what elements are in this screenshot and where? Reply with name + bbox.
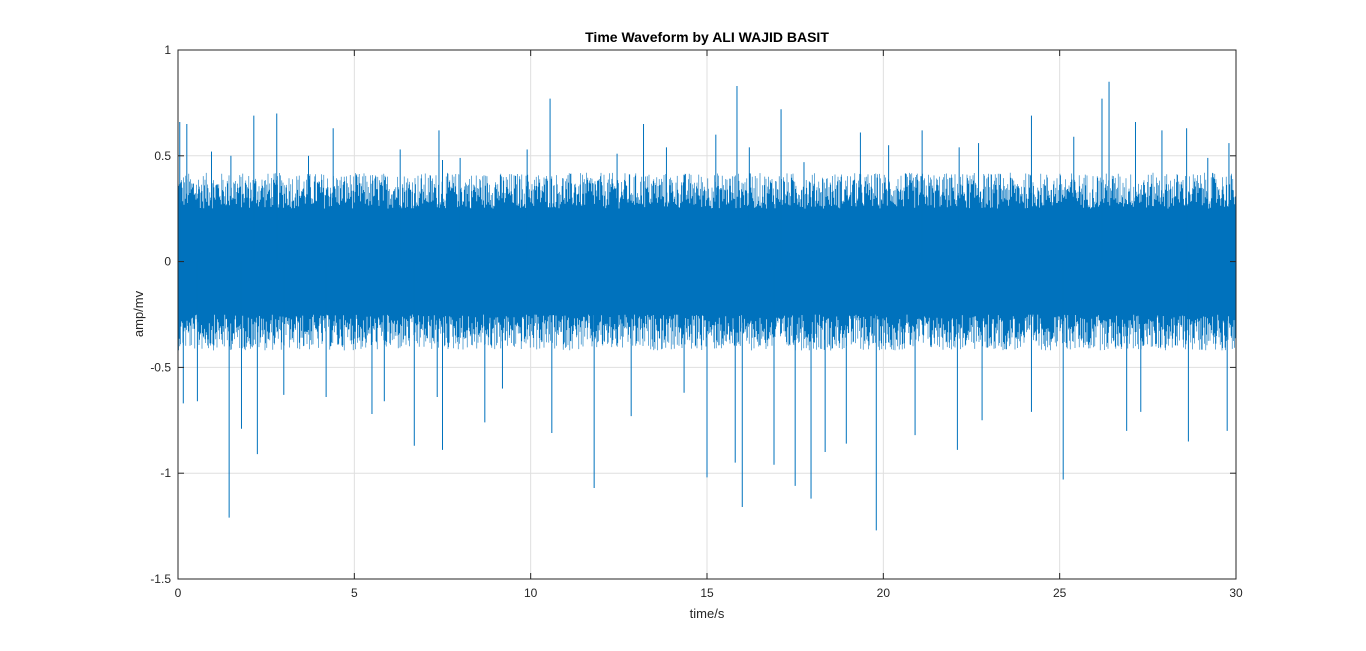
y-axis-label: amp/mv	[131, 290, 146, 337]
y-tick-label: -0.5	[150, 360, 171, 374]
axes-box	[177, 49, 1237, 580]
y-tick-label: -1.5	[150, 572, 171, 586]
tick-labels: 0 5 10 15 20 25 30 -1.5 -1 -0.5 0 0.5 1	[150, 43, 1243, 600]
waveform-texture	[178, 172, 1236, 351]
y-tick-label: -1	[160, 466, 171, 480]
y-tick-label: 0	[164, 255, 171, 269]
x-tick-label: 0	[175, 586, 182, 600]
x-tick-label: 30	[1229, 586, 1243, 600]
x-tick-label: 20	[877, 586, 891, 600]
y-tick-label: 0.5	[154, 149, 171, 163]
chart-title: Time Waveform by ALI WAJID BASIT	[585, 29, 829, 45]
x-tick-label: 10	[524, 586, 538, 600]
series-waveform	[178, 81, 1236, 531]
x-tick-label: 5	[351, 586, 358, 600]
y-tick-label: 1	[164, 43, 171, 57]
x-axis-label: time/s	[690, 606, 725, 621]
x-tick-label: 25	[1053, 586, 1067, 600]
x-tick-label: 15	[700, 586, 714, 600]
